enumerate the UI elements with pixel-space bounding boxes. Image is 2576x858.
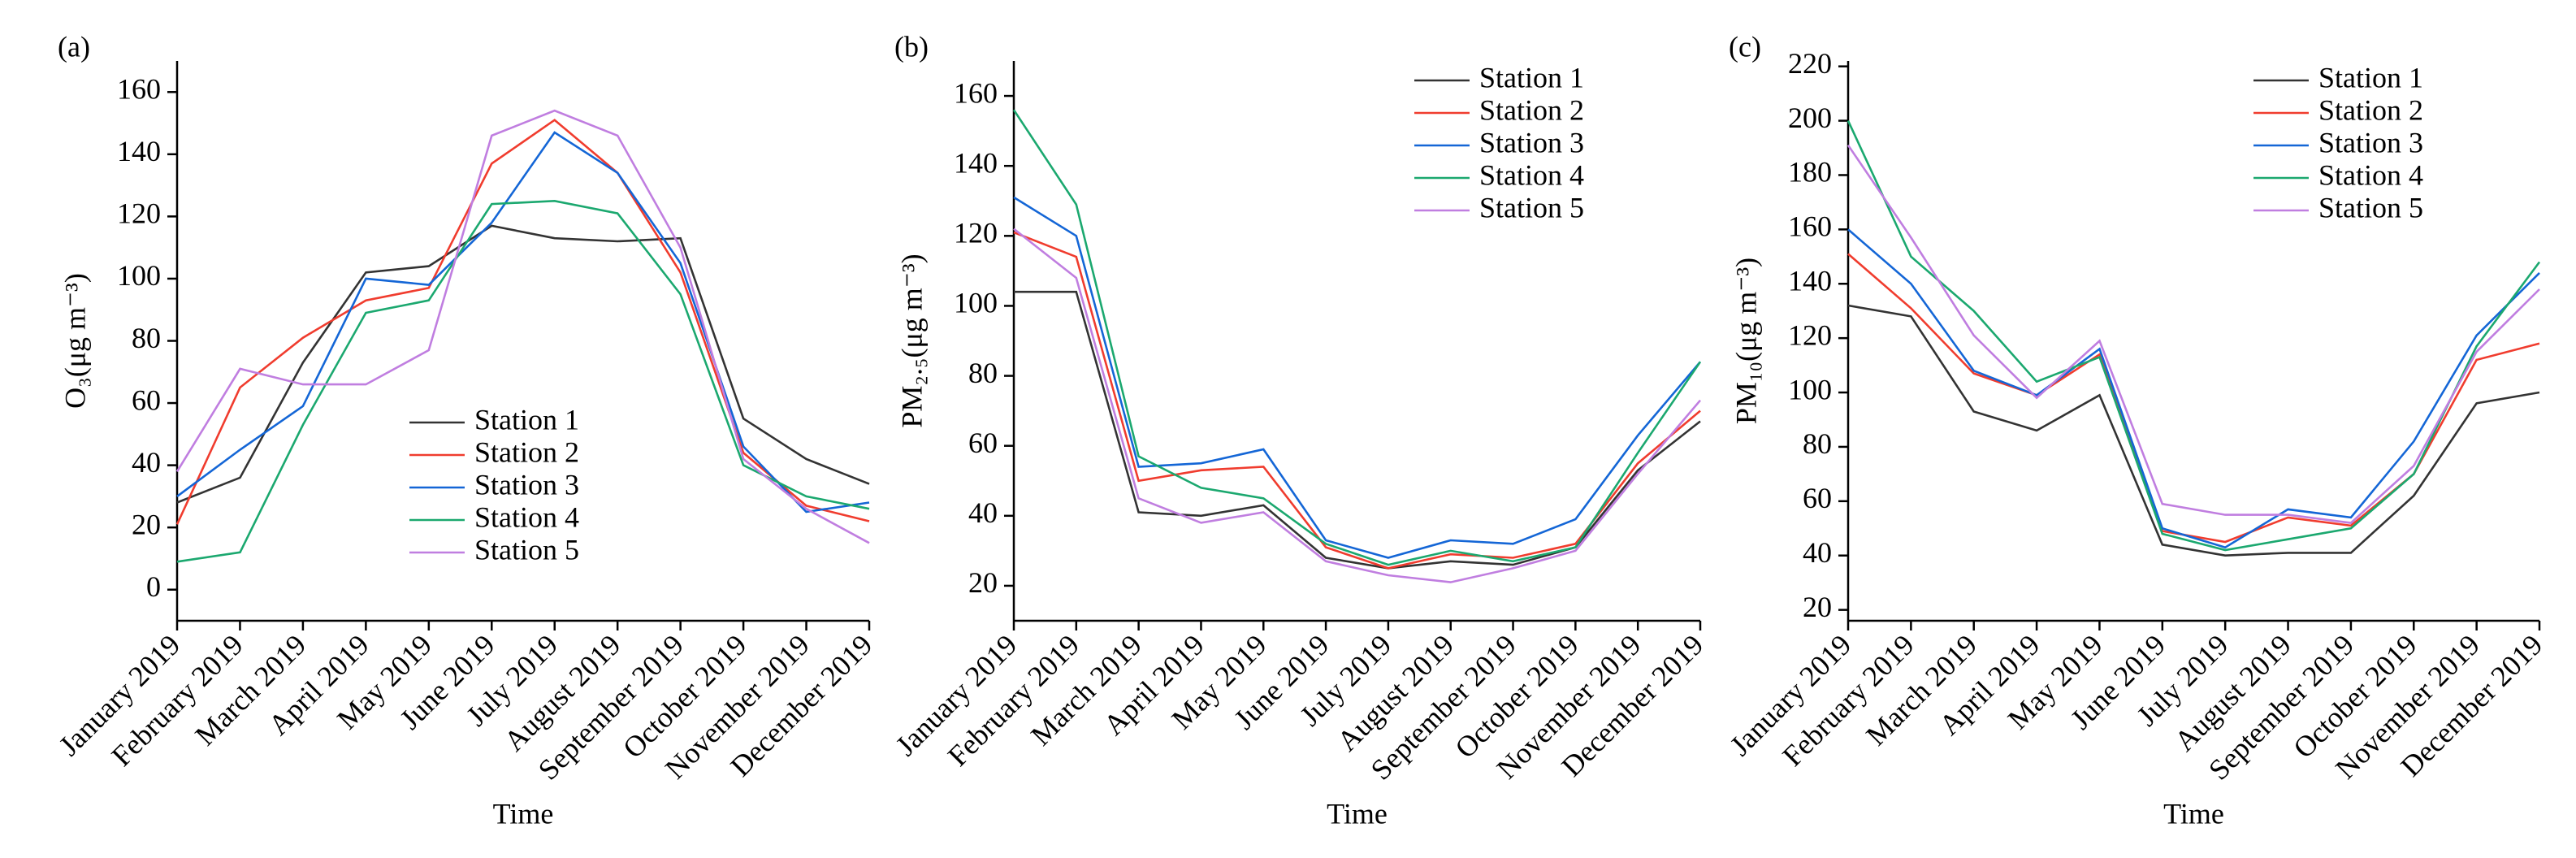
series-line bbox=[1013, 196, 1701, 559]
y-tick-label: 60 bbox=[132, 384, 161, 416]
legend-label: Station 4 bbox=[1479, 158, 1584, 191]
series-line bbox=[175, 109, 870, 544]
y-tick-label: 40 bbox=[132, 446, 161, 479]
y-tick-label: 120 bbox=[954, 217, 998, 249]
panel: (a)O₃(μg m⁻³)Time020406080100120140160Ja… bbox=[53, 30, 879, 830]
x-axis-label: Time bbox=[1327, 797, 1388, 830]
y-tick-label: 80 bbox=[132, 322, 161, 354]
legend-label: Station 3 bbox=[1479, 126, 1584, 158]
panel: (c) PM₁₀(μg m⁻³) Time 20 40 60 80 100 120 140 160 1… bbox=[1724, 30, 2549, 830]
series-line bbox=[1013, 231, 1701, 570]
y-tick-label: 20 bbox=[1803, 591, 1832, 623]
y-tick-label: 0 bbox=[146, 570, 161, 603]
y-tick-label: 200 bbox=[1788, 102, 1832, 134]
y-tick-label: 140 bbox=[954, 146, 998, 179]
y-tick-label: 100 bbox=[117, 259, 161, 292]
panel-label: (a) bbox=[58, 30, 90, 63]
series-line bbox=[176, 199, 870, 563]
legend-label: Station 3 bbox=[2318, 126, 2423, 158]
series-line bbox=[1013, 228, 1701, 583]
legend-label: Station 2 bbox=[474, 436, 579, 468]
y-tick-label: 140 bbox=[1788, 265, 1832, 297]
y-tick-label: 60 bbox=[968, 427, 998, 459]
series-line bbox=[175, 119, 870, 525]
legend-label: Station 3 bbox=[474, 468, 579, 500]
y-tick-label: 100 bbox=[954, 287, 998, 319]
panel-label: (c) bbox=[1729, 30, 1761, 63]
x-axis-label: Time bbox=[2163, 797, 2224, 830]
y-tick-label: 100 bbox=[1788, 373, 1832, 405]
y-tick-label: 120 bbox=[117, 197, 161, 230]
series-line bbox=[1846, 120, 2541, 552]
y-tick-label: 160 bbox=[117, 73, 161, 106]
legend-label: Station 4 bbox=[474, 500, 579, 533]
y-tick-label: 80 bbox=[1803, 427, 1832, 460]
series-line bbox=[1014, 290, 1701, 570]
y-tick-label: 220 bbox=[1788, 47, 1832, 80]
y-tick-label: 60 bbox=[1803, 482, 1832, 514]
legend-label: Station 5 bbox=[474, 533, 579, 566]
y-axis-label: O₃(μg m⁻³) bbox=[58, 273, 91, 409]
y-tick-label: 160 bbox=[954, 76, 998, 109]
legend-label: Station 2 bbox=[1479, 93, 1584, 126]
series-line bbox=[176, 131, 870, 514]
y-axis-label: PM₂.₅(μg m⁻³) bbox=[895, 254, 928, 427]
series-line bbox=[1847, 253, 2540, 544]
y-tick-label: 120 bbox=[1788, 318, 1832, 351]
legend-label: Station 5 bbox=[1479, 191, 1584, 223]
legend-label: Station 1 bbox=[1479, 61, 1584, 93]
y-tick-label: 140 bbox=[117, 135, 161, 167]
y-tick-label: 40 bbox=[968, 496, 998, 529]
series-line bbox=[1847, 304, 2540, 557]
panel: (b) PM₂.₅(μg m⁻³) Time 20 40 60 80 100 120 140 160… bbox=[890, 30, 1710, 830]
y-tick-label: 40 bbox=[1803, 536, 1832, 569]
y-tick-label: 180 bbox=[1788, 156, 1832, 188]
panel-label: (b) bbox=[894, 30, 929, 63]
legend-label: Station 2 bbox=[2318, 93, 2423, 126]
series-line bbox=[1847, 228, 2540, 549]
legend-label: Station 5 bbox=[2318, 191, 2423, 223]
y-tick-label: 80 bbox=[968, 357, 998, 389]
x-axis-label: Time bbox=[493, 797, 554, 830]
legend-label: Station 1 bbox=[2318, 61, 2423, 93]
legend-label: Station 4 bbox=[2318, 158, 2423, 191]
y-axis-label: PM₁₀(μg m⁻³) bbox=[1730, 258, 1762, 424]
series-line bbox=[1846, 144, 2540, 524]
legend-label: Station 1 bbox=[474, 403, 579, 436]
y-tick-label: 160 bbox=[1788, 210, 1832, 243]
series-line bbox=[1012, 109, 1702, 566]
y-tick-label: 20 bbox=[132, 508, 161, 540]
y-tick-label: 20 bbox=[968, 566, 998, 599]
